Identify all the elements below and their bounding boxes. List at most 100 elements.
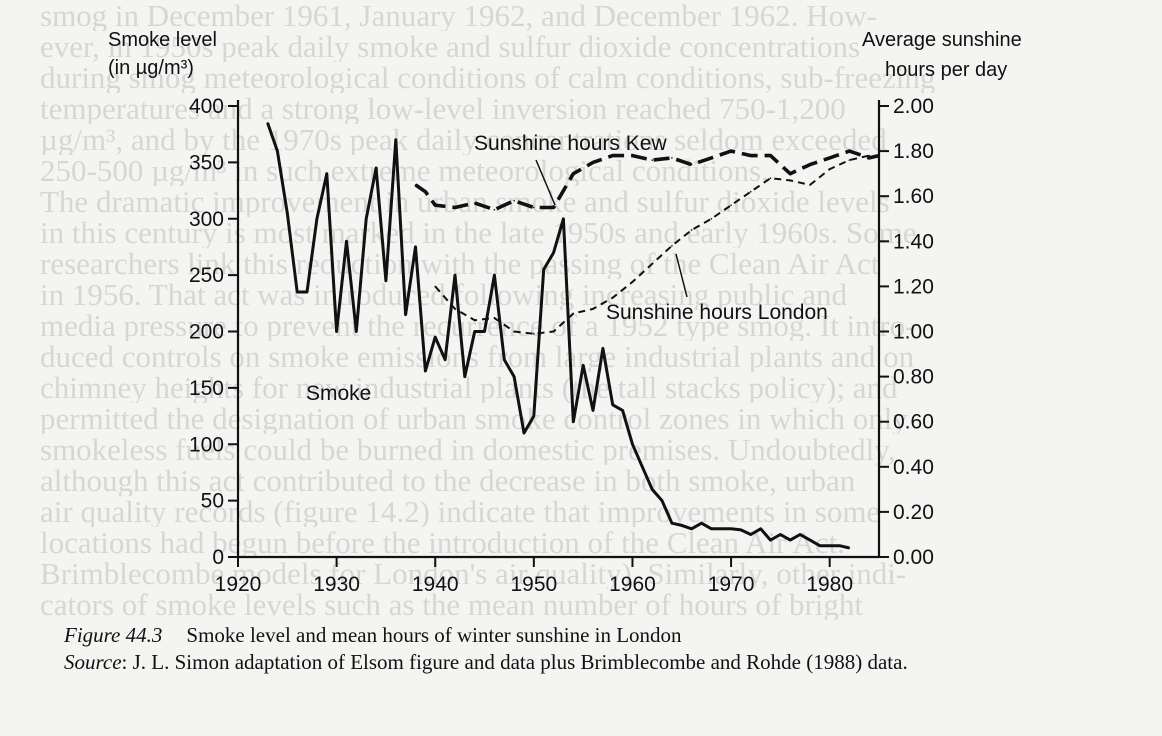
series-point — [809, 163, 811, 166]
series-point — [326, 172, 328, 175]
series-point — [414, 184, 417, 186]
series-point — [513, 199, 515, 202]
series-point — [671, 245, 673, 247]
series-point — [759, 528, 762, 530]
left-axis-tick-label: 350 — [189, 151, 224, 174]
series-point — [365, 218, 368, 220]
series-point — [306, 291, 308, 293]
right-axis-tick-label: 2.00 — [893, 95, 934, 118]
background-text-line: temperatures and a strong low-level inve… — [40, 93, 846, 124]
series-point — [779, 533, 782, 536]
series-point — [582, 364, 584, 367]
series-point — [651, 263, 653, 265]
background-text-line: smokeless fuels could be burned in domes… — [40, 434, 896, 465]
annotation-smoke: Smoke — [306, 382, 371, 405]
series-point — [533, 415, 535, 417]
series-point — [473, 319, 476, 322]
series-point — [375, 167, 377, 169]
figure-caption: Figure 44.3 Smoke level and mean hours of… — [64, 622, 1144, 676]
series-point — [710, 528, 713, 530]
series-point — [473, 202, 476, 204]
series-point — [789, 539, 791, 541]
source-label: Source — [64, 650, 122, 674]
series-point — [750, 533, 752, 536]
series-point — [493, 208, 496, 211]
series-point — [621, 409, 624, 412]
figure-title: Smoke level and mean hours of winter sun… — [186, 623, 682, 647]
series-point — [750, 190, 752, 193]
series-point — [730, 150, 732, 152]
series-point — [651, 159, 653, 161]
series-point — [414, 246, 417, 248]
source-text: : J. L. Simon adaptation of Elsom figure… — [121, 650, 908, 674]
series-point — [769, 539, 772, 541]
series-point — [710, 218, 713, 220]
series-point — [276, 150, 279, 152]
series-point — [444, 358, 446, 361]
series-point — [404, 313, 407, 316]
right-axis-tick-label: 1.40 — [893, 230, 934, 253]
series-point — [631, 154, 634, 157]
series-point — [424, 190, 427, 193]
left-axis-tick-label: 300 — [189, 208, 224, 231]
background-text-line: Brimblecombe models for London's air qua… — [40, 558, 907, 589]
series-point — [651, 488, 653, 491]
kew-sunshine-series-line — [414, 149, 880, 212]
left-axis-label-line1: Smoke level — [108, 29, 217, 51]
caption-source-line: Source: J. L. Simon adaptation of Elsom … — [64, 649, 1144, 676]
series-point — [789, 172, 791, 175]
series-point — [868, 157, 870, 159]
background-text-line: cators of smoke levels such as the mean … — [40, 589, 864, 620]
series-point — [434, 204, 437, 206]
series-point — [631, 281, 634, 283]
x-axis-tick-label: 1920 — [215, 573, 262, 596]
left-axis-label-line2: (in µg/m³) — [108, 57, 194, 79]
left-axis-tick-label: 150 — [189, 377, 224, 400]
right-axis-tick-label: 0.60 — [893, 411, 934, 434]
series-point — [769, 177, 772, 179]
figure-label: Figure 44.3 — [64, 623, 163, 647]
background-text-line: permitted the designation of urban smoke… — [40, 403, 908, 434]
series-point — [454, 206, 456, 209]
x-axis-tick-label: 1950 — [510, 573, 557, 596]
series-point — [503, 358, 506, 361]
series-point — [710, 157, 713, 159]
x-axis-tick-label: 1930 — [313, 573, 360, 596]
series-point — [690, 528, 693, 530]
series-point — [464, 375, 466, 378]
smoke-series-line — [266, 122, 850, 550]
left-axis-tick-label: 200 — [189, 321, 224, 344]
series-point — [345, 240, 348, 243]
series-point — [434, 285, 437, 288]
series-point — [385, 280, 387, 282]
series-point — [828, 157, 831, 159]
series-point — [572, 420, 575, 423]
series-point — [533, 333, 535, 335]
background-text-line: researchers link this reduction with the… — [40, 248, 880, 279]
series-point — [809, 184, 811, 186]
series-point — [878, 154, 880, 157]
series-point — [572, 172, 575, 175]
series-point — [730, 204, 732, 206]
series-point — [592, 409, 594, 412]
left-axis-tick-label: 50 — [201, 490, 224, 513]
right-axis-tick-label: 0.80 — [893, 366, 934, 389]
background-text-line: air quality records (figure 14.2) indica… — [40, 496, 881, 527]
background-text-line: The dramatic improvement in urban smoke … — [40, 186, 890, 217]
left-axis-tick-label: 400 — [189, 95, 224, 118]
series-point — [552, 251, 555, 254]
series-point — [493, 317, 496, 319]
right-axis-tick-label: 1.20 — [893, 275, 934, 298]
series-point — [631, 443, 634, 446]
series-point — [700, 522, 703, 524]
right-axis-tick-label: 0.00 — [893, 546, 934, 569]
x-axis-tick-label: 1960 — [609, 573, 656, 596]
series-point — [286, 212, 289, 214]
series-point — [671, 157, 673, 159]
background-text-line: ever, in 1950s peak daily smoke and sulf… — [40, 31, 861, 62]
series-point — [316, 218, 318, 220]
background-text-line: 250-500 µg/m³ in such extreme meteorolog… — [40, 155, 769, 186]
right-axis-tick-label: 0.40 — [893, 456, 934, 479]
series-point — [493, 274, 496, 276]
